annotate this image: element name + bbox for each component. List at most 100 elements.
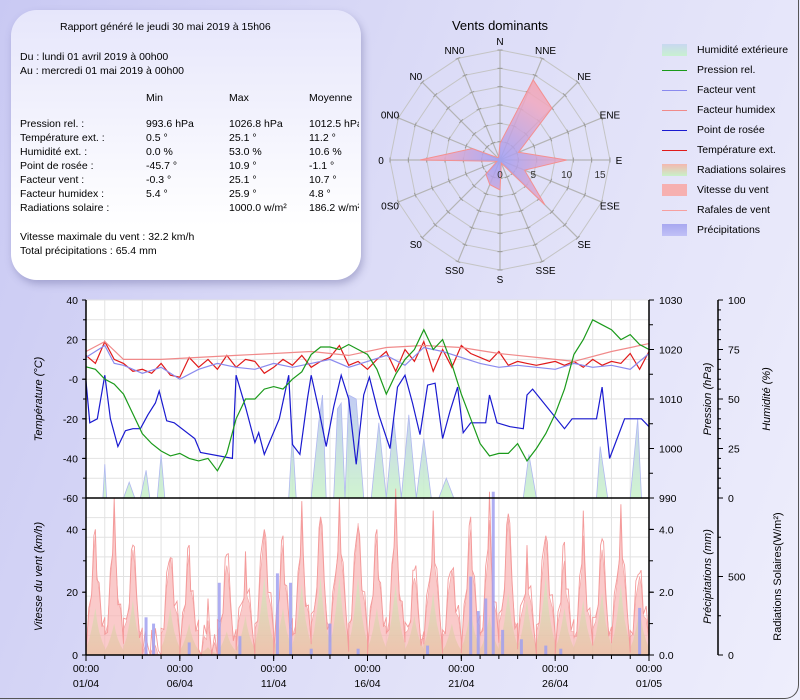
total-rain: Total précipitations : 65.4 mm (20, 245, 157, 257)
y-tick-label: -40 (63, 453, 78, 465)
stat-avg: 11.2 ° (309, 132, 336, 144)
legend-item: Humidité extérieure (660, 40, 800, 60)
legend-line-swatch (662, 109, 687, 111)
legend-label: Température ext. (697, 144, 776, 156)
y-tick-label: 2.0 (659, 587, 674, 599)
rose-tick (566, 129, 570, 135)
stat-min: 5.4 ° (146, 188, 168, 200)
y-tick-label: 40 (66, 295, 78, 307)
rain-bar (426, 645, 430, 655)
legend-item: Vitesse du vent (660, 180, 800, 200)
legend-item: Température ext. (660, 140, 800, 160)
series-line-2 (85, 340, 650, 363)
legend-item: Facteur humidex (660, 100, 800, 120)
stat-max: 25.1 ° (229, 174, 257, 186)
stat-avg: 10.7 ° (309, 174, 337, 186)
max-wind: Vitesse maximale du vent : 32.2 km/h (20, 231, 195, 243)
col-min: Min (146, 92, 163, 104)
rose-tick (476, 107, 482, 111)
x-tick-time: 00:00 (73, 663, 99, 675)
series-line-0 (85, 339, 650, 378)
rain-bar (559, 648, 563, 655)
y-tick-label: 1030 (659, 295, 683, 307)
legend-item: Pression rel. (660, 60, 800, 80)
stat-avg: 10.6 % (309, 146, 342, 158)
rose-direction-label: S0 (410, 240, 423, 251)
legend-label: Point de rosée (697, 124, 765, 136)
rain-bar (484, 598, 488, 655)
legend-label: Facteur humidex (697, 104, 776, 116)
rain-bar (238, 636, 242, 655)
x-tick-time: 00:00 (542, 663, 568, 675)
stat-label: Humidité ext. : (20, 146, 88, 158)
legend-area-swatch (662, 224, 687, 236)
rose-direction-label: N0 (409, 72, 422, 83)
report-generated: Rapport généré le jeudi 30 mai 2019 à 15… (60, 21, 271, 33)
rain-bar (491, 491, 495, 655)
rose-direction-label: 0N0 (381, 110, 400, 121)
series-gust-line (85, 488, 650, 657)
rose-radial-tick-label: 10 (561, 170, 573, 181)
rose-tick (511, 192, 517, 196)
stat-max: 25.1 ° (229, 132, 257, 144)
rose-radial-tick-label: 15 (594, 170, 606, 181)
rain-bar (187, 642, 191, 655)
stat-avg: 1012.5 hPa (309, 118, 359, 130)
rose-tick (433, 222, 438, 227)
legend: Humidité extérieure Pression rel. Facteur … (660, 40, 800, 240)
y-tick-label: 20 (66, 587, 78, 599)
stat-max: 25.9 ° (229, 188, 257, 200)
rose-tick (462, 243, 468, 247)
y-tick-label: 1020 (659, 345, 683, 357)
rose-tick (420, 80, 425, 85)
stat-max: 10.9 ° (229, 160, 257, 172)
rose-tick (396, 199, 400, 205)
report-to: Au : mercredi 01 mai 2019 à 00h00 (20, 65, 185, 77)
rose-tick (447, 178, 451, 184)
legend-line-swatch (662, 209, 687, 211)
x-tick-date: 11/04 (261, 678, 287, 690)
y-tick-label: 20 (66, 335, 78, 347)
rose-tick (484, 144, 490, 150)
y-tick-label: 25 (728, 444, 740, 456)
rain-bar (152, 623, 156, 655)
rain-bar (519, 639, 523, 655)
series-line-1 (85, 344, 650, 380)
rose-tick (464, 143, 468, 149)
series-solar-radiation-area (86, 576, 649, 655)
rose-tick (539, 56, 545, 60)
y-tick-label: -0 (69, 374, 78, 386)
stat-label: Température ext. : (20, 132, 105, 144)
y-tick-label: 0 (728, 650, 734, 662)
rose-radial-tick-label: 0 (497, 170, 503, 181)
rain-bar (469, 576, 473, 655)
rose-tick (458, 196, 464, 202)
rose-tick (464, 171, 468, 177)
x-tick-time: 00:00 (354, 663, 380, 675)
rose-tick (447, 136, 451, 142)
rose-tick (483, 124, 489, 128)
rose-tick (566, 185, 570, 191)
rose-tick (549, 178, 553, 184)
rose-tick (549, 136, 553, 142)
rain-bar (275, 573, 279, 655)
rose-tick (413, 122, 417, 128)
rose-tick (600, 199, 604, 205)
legend-area-swatch (662, 184, 687, 196)
stat-max: 53.0 % (229, 146, 262, 158)
col-avg: Moyenne (309, 92, 353, 104)
rain-bar (144, 617, 148, 655)
rose-direction-label: NN0 (444, 46, 464, 57)
rose-tick (532, 143, 536, 149)
rain-bar (289, 582, 293, 655)
series-line-4 (85, 318, 650, 472)
legend-item: Point de rosée (660, 120, 800, 140)
wind-rose-title: Vents dominants (452, 18, 549, 33)
rose-direction-label: 0 (378, 156, 384, 167)
rose-tick (532, 171, 536, 177)
rose-direction-label: E (616, 156, 623, 167)
rain-bar (309, 648, 313, 655)
wind-rose-chart: Vents dominants N NNE NE ENE E ESE SE SSE S SS0 S0… (378, 18, 623, 286)
series-line-3 (85, 372, 650, 465)
